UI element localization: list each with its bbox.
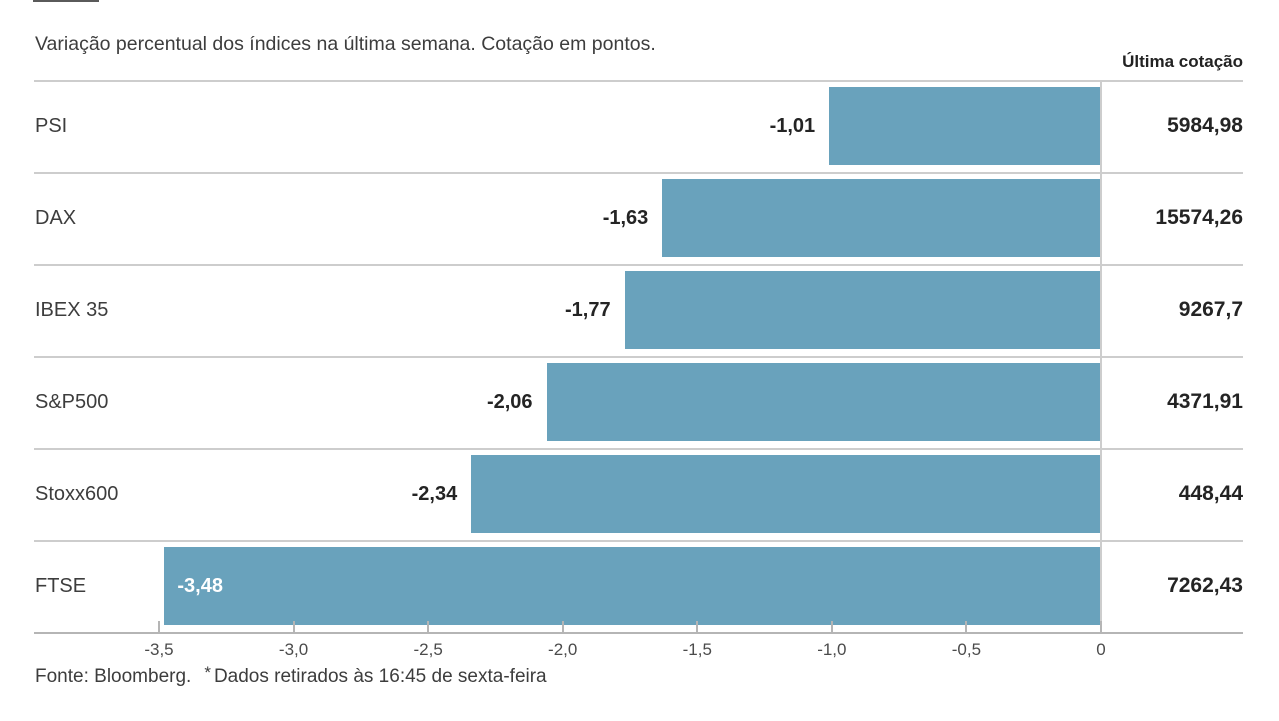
variation-value-label: -1,77 [565,299,611,321]
row-separator-line [34,540,1243,542]
index-row: DAX -1,63 15574,26 [0,172,1279,264]
x-axis-tick-label: -1,0 [817,640,847,659]
x-axis-tick-label: -3,5 [144,640,174,659]
chart-title: Variação percentual dos índices na últim… [35,33,656,55]
source-text: Fonte: Bloomberg. [35,666,192,687]
last-quote-column-header: Última cotação [1122,52,1243,71]
top-edge-artifact [33,0,99,2]
variation-value-label: -1,01 [769,115,816,137]
index-row: IBEX 35 -1,77 9267,7 [0,264,1279,356]
x-axis-tick-label: -2,5 [413,640,443,659]
index-name-label: S&P500 [35,391,109,413]
x-axis-tick [427,621,430,632]
index-name-label: FTSE [35,575,87,597]
x-axis-tick [965,621,968,632]
x-axis-tick-label: -1,5 [682,640,712,659]
chart-footer: Fonte: Bloomberg. * Dados retirados às 16:… [35,663,547,688]
index-name-label: Stoxx600 [35,483,119,505]
row-separator-line [34,172,1243,174]
index-name-label: IBEX 35 [35,299,109,321]
index-row: FTSE -3,48 7262,43 [0,540,1279,632]
index-row: Stoxx600 -2,34 448,44 [0,448,1279,540]
row-separator-line [34,80,1243,82]
zero-baseline [1100,80,1102,632]
footnote-text: Dados retirados às 16:45 de sexta-feira [213,666,547,687]
index-row: S&P500 -2,06 4371,91 [0,356,1279,448]
index-name-label: PSI [35,115,68,137]
footnote-asterisk: * [204,663,211,682]
variation-value-label: -3,48 [177,575,223,597]
x-axis-line [34,632,1243,634]
variation-value-label: -2,34 [411,483,458,505]
last-quote-value: 448,44 [1178,482,1243,505]
x-axis-tick [561,621,564,632]
variation-value-label: -2,06 [486,391,533,413]
variation-bar [662,179,1101,257]
x-axis-tick [830,621,833,632]
last-quote-value: 4371,91 [1167,390,1243,413]
row-separator-line [34,356,1243,358]
variation-bar [164,547,1101,625]
x-axis-tick-label: -0,5 [951,640,982,659]
x-axis-tick-label: 0 [1096,640,1106,659]
x-axis-tick [696,621,699,632]
last-quote-value: 15574,26 [1155,206,1243,229]
x-axis-tick [158,621,160,632]
variation-bar [471,455,1101,533]
row-separator-line [34,448,1243,450]
variation-value-label: -1,63 [602,207,649,229]
x-axis-tick [1100,621,1102,632]
index-name-label: DAX [35,207,77,229]
x-axis-tick-label: -3,0 [278,640,309,659]
variation-bar [829,87,1101,165]
last-quote-value: 5984,98 [1167,114,1243,137]
row-separator-line [34,264,1243,266]
variation-bar [624,271,1101,349]
last-quote-value: 7262,43 [1167,574,1243,597]
x-axis-tick [292,621,295,632]
x-axis-tick-label: -2,0 [548,640,578,659]
footnote: * Dados retirados às 16:45 de sexta-feira [204,663,547,687]
last-quote-value: 9267,7 [1178,298,1243,321]
index-row: PSI -1,01 5984,98 [0,80,1279,172]
variation-bar [546,363,1101,441]
